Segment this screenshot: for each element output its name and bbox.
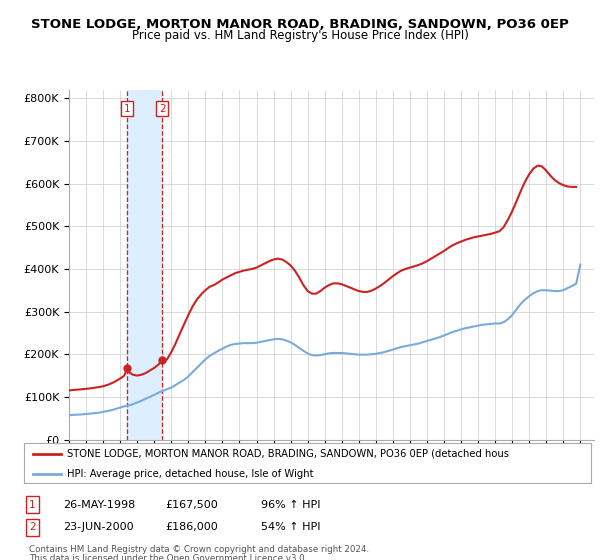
Text: This data is licensed under the Open Government Licence v3.0.: This data is licensed under the Open Gov… xyxy=(29,554,307,560)
Text: Contains HM Land Registry data © Crown copyright and database right 2024.: Contains HM Land Registry data © Crown c… xyxy=(29,545,369,554)
Text: STONE LODGE, MORTON MANOR ROAD, BRADING, SANDOWN, PO36 0EP (detached hous: STONE LODGE, MORTON MANOR ROAD, BRADING,… xyxy=(67,449,509,459)
Bar xyxy=(127,90,162,440)
Text: 23-JUN-2000: 23-JUN-2000 xyxy=(63,522,134,533)
Text: 1: 1 xyxy=(124,104,130,114)
Text: STONE LODGE, MORTON MANOR ROAD, BRADING, SANDOWN, PO36 0EP: STONE LODGE, MORTON MANOR ROAD, BRADING,… xyxy=(31,18,569,31)
Text: 26-MAY-1998: 26-MAY-1998 xyxy=(63,500,135,510)
Text: 54% ↑ HPI: 54% ↑ HPI xyxy=(261,522,320,533)
Text: HPI: Average price, detached house, Isle of Wight: HPI: Average price, detached house, Isle… xyxy=(67,469,313,479)
Text: 96% ↑ HPI: 96% ↑ HPI xyxy=(261,500,320,510)
Text: Price paid vs. HM Land Registry's House Price Index (HPI): Price paid vs. HM Land Registry's House … xyxy=(131,29,469,42)
Text: 1: 1 xyxy=(29,500,35,510)
Text: £186,000: £186,000 xyxy=(165,522,218,533)
Text: £167,500: £167,500 xyxy=(165,500,218,510)
Text: 2: 2 xyxy=(159,104,166,114)
Text: 2: 2 xyxy=(29,522,35,533)
